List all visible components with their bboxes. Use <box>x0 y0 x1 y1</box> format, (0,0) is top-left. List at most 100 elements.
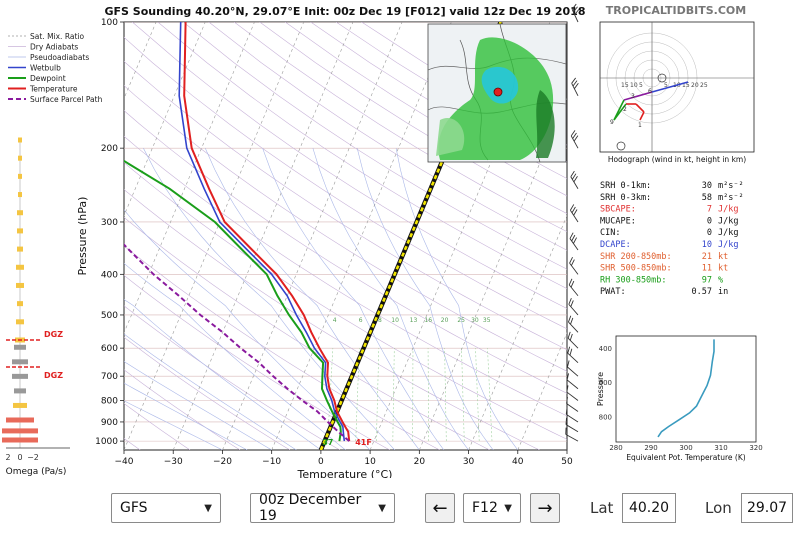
pseudoadiabat <box>143 148 395 450</box>
wind-barb-icon <box>568 278 579 297</box>
wind-barb-icon <box>568 298 579 316</box>
mix-ratio-line <box>376 348 380 442</box>
theta-e-x-tick: 300 <box>679 444 692 452</box>
init-time-value: 00z December 19 <box>259 492 362 524</box>
dry-adiabat <box>208 22 567 251</box>
model-select[interactable]: GFS ▼ <box>111 493 221 523</box>
skewt-plot-area: 4 6 8 10 13 16 20 25 30 35 41F 37 <box>124 22 567 450</box>
omega-bar <box>2 428 38 434</box>
index-unit: % <box>718 275 723 285</box>
chevron-down-icon: ▼ <box>504 502 512 514</box>
index-label: MUCAPE: <box>600 216 636 226</box>
index-unit: m²s⁻² <box>718 193 744 203</box>
hodograph-ring-label: 20 <box>691 82 699 89</box>
omega-bar <box>14 388 26 394</box>
dgz-label-top: DGZ <box>44 330 63 339</box>
dry-adiabat <box>124 189 540 450</box>
wind-barb-icon <box>565 417 579 433</box>
wind-barb-icon <box>566 385 579 401</box>
lat-input[interactable]: 40.20 <box>622 493 676 523</box>
wind-barb-icon <box>569 204 579 223</box>
index-unit: J/kg <box>718 228 738 238</box>
storm-motion-icon <box>657 73 667 83</box>
wind-barbs <box>565 3 580 442</box>
dry-adiabat <box>124 85 567 372</box>
legend: Sat. Mix. Ratio Dry AdiabatsPseudoadiabat… <box>8 32 103 104</box>
isotherm-line <box>124 22 206 217</box>
omega-bar <box>6 417 34 423</box>
legend-entry: Dry Adiabats <box>30 43 78 52</box>
index-value: 97 <box>702 275 712 285</box>
x-tick-label: 50 <box>561 457 573 467</box>
omega-bar <box>2 437 38 443</box>
hodograph-trace <box>623 91 653 101</box>
lon-input[interactable]: 29.07 <box>741 493 793 523</box>
arrow-left-icon: ← <box>432 497 448 519</box>
pseudoadiabat <box>124 382 248 450</box>
dry-adiabat <box>124 369 241 450</box>
hodograph-height-label: 2 <box>623 106 627 113</box>
omega-bar <box>17 301 23 307</box>
wind-barb-icon <box>565 427 579 442</box>
hodograph: 5101520251510512369 Hodograph (wind in k… <box>599 21 755 164</box>
y-tick-label: 900 <box>101 418 118 428</box>
legend-entry: Pseudoadiabats <box>30 53 89 62</box>
wind-barb-icon <box>570 170 579 190</box>
theta-e-x-tick: 320 <box>749 444 762 452</box>
mix-ratio-label: 6 <box>359 317 363 324</box>
index-value: 0 <box>707 228 712 238</box>
legend-entry: Surface Parcel Path <box>30 95 103 104</box>
omega-bar <box>16 264 24 270</box>
chevron-down-icon: ▼ <box>378 502 386 514</box>
theta-e-y-tick: 400 <box>599 345 612 353</box>
index-value: 21 <box>702 252 712 262</box>
mix-ratio-label: 30 <box>471 317 479 324</box>
legend-entry: Wetbulb <box>30 64 61 73</box>
wind-barb-icon <box>566 396 579 412</box>
omega-bar <box>18 192 22 198</box>
index-unit: J/kg <box>718 216 738 226</box>
omega-panel: DGZ DGZ 2 0 −2 Omega (Pa/s) <box>2 137 70 477</box>
x-tick-label: 30 <box>463 457 475 467</box>
theta-e-x-tick: 280 <box>609 444 622 452</box>
arrow-right-icon: → <box>537 497 553 519</box>
mix-ratio-label: 8 <box>378 317 382 324</box>
y-tick-label: 200 <box>101 144 118 154</box>
dry-adiabat <box>183 22 567 270</box>
index-unit: kt <box>718 252 728 262</box>
theta-e-inset: 280 290 300 310 320 400 600 800 Equivalent Pot.… <box>596 335 763 462</box>
surface-temp-label: 41F <box>355 438 372 447</box>
omega-bar <box>18 137 22 143</box>
dry-adiabat <box>124 60 567 351</box>
index-label: CIN: <box>600 228 620 238</box>
mix-ratio-label: 13 <box>410 317 418 324</box>
index-label: SRH 0-1km: <box>600 181 651 191</box>
mix-ratio-line <box>427 348 429 442</box>
index-value: 58 <box>702 193 712 203</box>
prev-hour-button[interactable]: ← <box>425 493 455 523</box>
theta-e-ylabel: Pressure <box>596 372 605 406</box>
hodograph-height-label: 1 <box>638 122 642 129</box>
isotherm-line <box>222 22 403 450</box>
wind-barb-icon <box>568 315 579 333</box>
forecast-hour-select[interactable]: F12 ▼ <box>463 493 521 523</box>
hodograph-trace <box>639 111 645 121</box>
y-tick-label: 800 <box>101 397 118 407</box>
isotherm-line <box>172 22 354 450</box>
hodograph-ring-label: 15 <box>682 82 690 89</box>
dry-adiabat <box>124 336 291 450</box>
index-label: SRH 0-3km: <box>600 193 651 203</box>
hodograph-trace <box>613 99 625 121</box>
mix-ratio-line <box>475 348 480 442</box>
next-hour-button[interactable]: → <box>530 493 560 523</box>
omega-tick-neg2: −2 <box>27 453 39 462</box>
pseudoadiabat <box>205 148 420 450</box>
hodograph-height-label: 3 <box>631 93 635 100</box>
location-marker-icon <box>493 87 503 97</box>
wind-barb-icon <box>565 407 579 423</box>
surface-dewpoint-label: 37 <box>322 438 333 447</box>
dry-adiabat <box>124 36 567 330</box>
mix-ratio-label: 10 <box>391 317 399 324</box>
init-time-select[interactable]: 00z December 19 ▼ <box>250 492 395 524</box>
dry-adiabat <box>124 245 440 450</box>
